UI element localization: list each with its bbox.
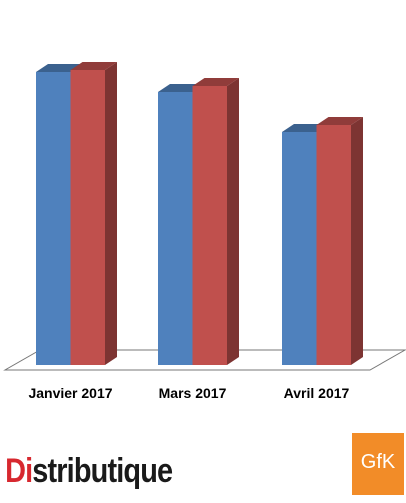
x-tick-label: Mars 2017: [159, 385, 227, 401]
x-tick-label: Janvier 2017: [28, 385, 112, 401]
x-tick-label: Avril 2017: [284, 385, 350, 401]
bar-top: [70, 62, 117, 70]
bar-side: [105, 62, 117, 365]
bars: [36, 62, 363, 365]
brand-logo: Distributique: [5, 451, 172, 490]
gfk-logo-box: [352, 433, 404, 495]
bar-top: [316, 117, 363, 125]
bar: [282, 132, 317, 365]
brand-part: stributique: [32, 451, 172, 490]
bar: [158, 92, 193, 365]
bar: [192, 86, 227, 365]
bar-top: [192, 78, 239, 86]
brand-part: Di: [5, 451, 32, 490]
bar: [36, 72, 71, 365]
gfk-logo: GfK: [361, 451, 396, 473]
categories: Janvier 2017 Mars 2017 Avril 2017: [28, 385, 349, 401]
bar-side: [351, 117, 363, 365]
bar: [316, 125, 351, 365]
bar-side: [227, 78, 239, 365]
bar: [70, 70, 105, 365]
